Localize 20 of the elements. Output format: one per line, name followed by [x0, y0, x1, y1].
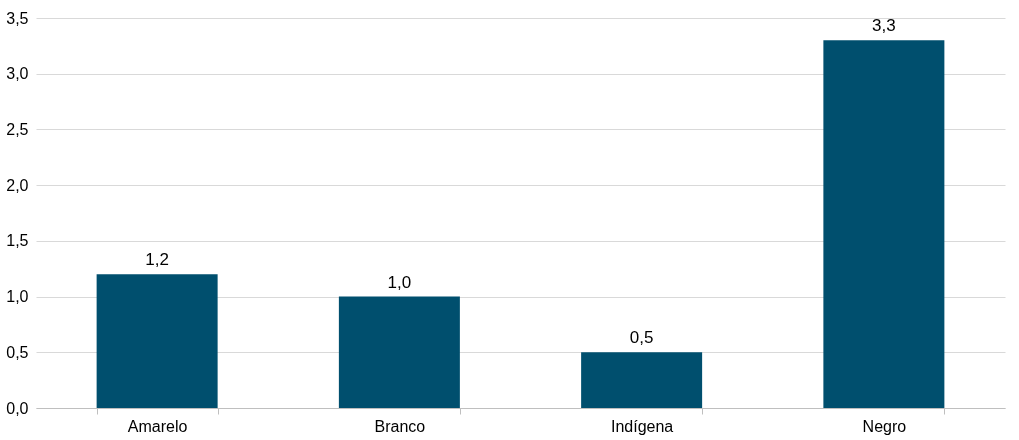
x-tick-label: Indígena	[610, 417, 674, 435]
y-tick-label: 0,5	[6, 343, 29, 361]
bar	[581, 352, 703, 408]
y-tick-label: 1,0	[6, 288, 29, 306]
y-tick-label: 1,5	[6, 232, 29, 250]
y-tick-label: 0,0	[6, 399, 29, 417]
y-tick-label: 3,5	[6, 9, 29, 27]
bar	[96, 274, 218, 408]
bar	[823, 40, 945, 408]
y-tick-label: 2,0	[6, 176, 29, 194]
x-tick-label: Amarelo	[127, 417, 188, 435]
x-tick-label: Negro	[862, 417, 907, 435]
data-label: 1,0	[387, 272, 412, 292]
data-label: 1,2	[145, 250, 169, 270]
y-tick-label: 3,0	[6, 65, 29, 83]
x-tick-label: Branco	[374, 417, 426, 435]
y-tick-label: 2,5	[6, 120, 29, 138]
data-label: 0,5	[629, 328, 654, 348]
data-label: 3,3	[872, 16, 896, 36]
bar	[338, 296, 460, 408]
